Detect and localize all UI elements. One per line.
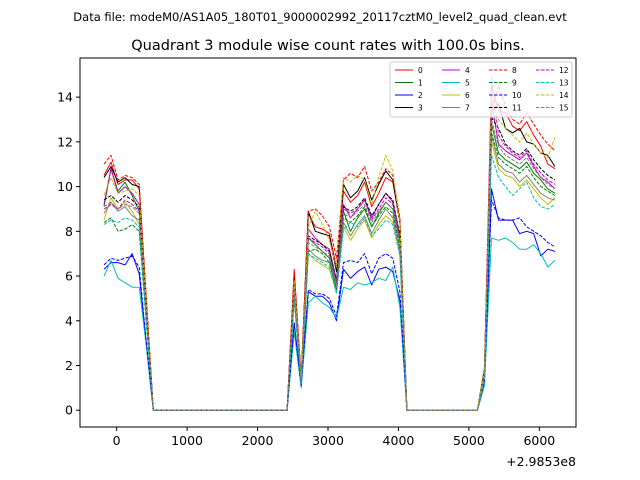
x-tick-label: 5000	[453, 433, 485, 448]
y-tick-label: 2	[65, 358, 73, 373]
legend-label-3: 3	[418, 104, 423, 113]
x-tick-label: 1000	[171, 433, 203, 448]
legend-label-7: 7	[465, 104, 470, 113]
legend-label-13: 13	[559, 79, 569, 88]
legend-label-6: 6	[465, 91, 470, 100]
axes-layer: 0 1000 2000 3000 4000 5000 6000 0 2 4 6 8 10 12 14	[57, 90, 555, 448]
y-tick-label: 12	[57, 134, 73, 149]
legend-label-10: 10	[512, 91, 522, 100]
series-line-15	[103, 119, 556, 411]
axes-frame	[79, 57, 577, 428]
legend-label-4: 4	[465, 66, 470, 75]
legend-label-0: 0	[418, 66, 423, 75]
figure-suptitle: Data file: modeM0/AS1A05_180T01_90000029…	[73, 10, 567, 24]
legend-label-15: 15	[559, 104, 569, 113]
legend-label-14: 14	[559, 91, 569, 100]
y-tick-label: 4	[65, 313, 73, 328]
plot-area	[103, 76, 556, 411]
y-tick-label: 8	[65, 224, 73, 239]
y-tick-label: 0	[65, 403, 73, 418]
legend-label-2: 2	[418, 91, 423, 100]
legend-label-9: 9	[512, 79, 517, 88]
x-offset-label: +2.9853e8	[506, 454, 576, 469]
legend-label-8: 8	[512, 66, 517, 75]
chart-title: Quadrant 3 module wise count rates with …	[131, 38, 525, 54]
legend-frame	[389, 61, 573, 118]
legend-label-12: 12	[559, 66, 569, 75]
x-tick-label: 0	[113, 433, 121, 448]
x-tick-label: 4000	[383, 433, 415, 448]
x-tick-label: 2000	[242, 433, 274, 448]
legend-label-11: 11	[512, 104, 522, 113]
x-tick-label: 6000	[523, 433, 555, 448]
y-tick-label: 6	[65, 269, 73, 284]
y-tick-label: 10	[57, 179, 73, 194]
x-tick-label: 3000	[312, 433, 344, 448]
legend-label-1: 1	[418, 79, 423, 88]
legend-label-5: 5	[465, 79, 470, 88]
y-tick-label: 14	[57, 90, 73, 105]
